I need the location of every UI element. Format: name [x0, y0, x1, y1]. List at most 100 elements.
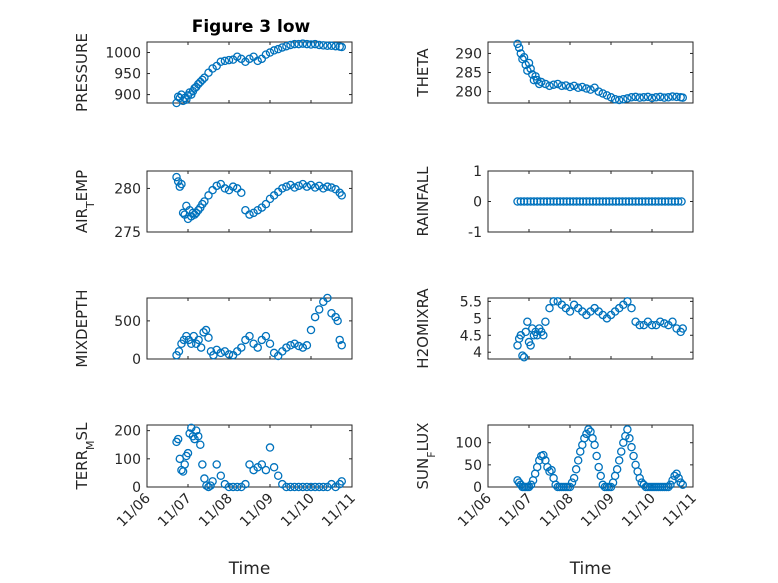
subplot-mixdepth: 0 500 MIXDEPTH — [73, 289, 353, 368]
data-point — [232, 482, 242, 492]
data-point — [635, 320, 644, 330]
data-point — [310, 482, 320, 492]
data-point — [216, 471, 226, 480]
axes-box — [146, 41, 353, 104]
data-point — [198, 199, 207, 209]
data-point — [666, 480, 675, 490]
data-point — [193, 205, 203, 215]
subplot-h2omixra: 44.555.5 H2OMIXRA — [414, 288, 694, 369]
data-point — [216, 57, 226, 67]
data-point — [672, 469, 681, 478]
data-point — [557, 81, 567, 91]
data-point — [627, 442, 636, 452]
data-point — [198, 75, 207, 85]
data-point — [625, 434, 634, 443]
data-point — [245, 331, 254, 341]
data-point — [212, 181, 221, 191]
data-point — [580, 434, 589, 443]
data-point — [294, 341, 303, 351]
data-point — [216, 348, 226, 358]
y-axis-label: RAINFALL — [414, 166, 432, 237]
data-point — [265, 48, 275, 57]
data-point — [310, 183, 320, 192]
data-point — [582, 429, 591, 439]
data-point — [545, 467, 554, 476]
data-point — [639, 93, 649, 102]
data-point — [539, 331, 548, 340]
y-tick-label: 0 — [473, 480, 482, 496]
data-point — [584, 425, 593, 434]
data-point — [519, 53, 529, 62]
data-point — [261, 465, 271, 475]
data-point — [206, 481, 215, 490]
data-point — [614, 95, 624, 105]
data-point — [598, 89, 608, 98]
data-point — [670, 471, 679, 481]
data-point — [224, 55, 234, 65]
data-point — [212, 460, 221, 469]
data-point — [220, 56, 230, 66]
data-point — [337, 42, 346, 52]
data-point — [651, 93, 661, 102]
data-point — [282, 343, 291, 352]
data-point — [337, 341, 346, 350]
data-point — [678, 93, 688, 102]
y-tick-label: 0 — [132, 352, 141, 368]
data-point — [521, 327, 530, 337]
data-point — [294, 181, 303, 191]
data-point — [237, 188, 246, 198]
data-point — [524, 58, 534, 68]
data-point — [204, 482, 213, 492]
data-point — [204, 191, 213, 200]
data-point — [241, 479, 250, 489]
data-point — [265, 339, 275, 348]
data-point — [302, 341, 312, 350]
data-point — [327, 183, 336, 192]
data-point — [245, 210, 254, 219]
data-point — [198, 460, 207, 469]
data-point — [549, 297, 558, 306]
data-point — [199, 328, 208, 337]
data-point — [172, 172, 181, 182]
data-point — [323, 41, 332, 51]
data-point — [282, 182, 291, 191]
data-point — [647, 320, 657, 330]
data-point — [245, 54, 254, 64]
data-point — [333, 316, 342, 326]
data-point — [565, 307, 575, 316]
data-point — [623, 425, 632, 434]
data-point — [306, 482, 316, 492]
data-point — [337, 477, 346, 486]
data-point — [573, 83, 583, 93]
data-point — [180, 460, 189, 469]
data-point — [232, 52, 242, 61]
data-point — [323, 182, 332, 191]
data-point — [290, 482, 299, 492]
data-point — [323, 293, 332, 303]
data-point — [191, 426, 201, 435]
data-point — [298, 343, 308, 352]
data-point — [586, 85, 595, 94]
data-point — [565, 82, 575, 92]
y-tick-label: 500 — [114, 314, 141, 330]
data-point — [537, 77, 546, 87]
data-point — [668, 317, 677, 326]
data-point — [335, 188, 344, 198]
y-tick-label: 280 — [114, 181, 141, 197]
data-point — [335, 335, 344, 345]
data-point — [278, 184, 287, 193]
data-point — [513, 39, 522, 49]
y-tick-label: 100 — [114, 452, 141, 468]
data-point — [314, 482, 324, 492]
data-point — [273, 44, 283, 54]
data-point — [306, 325, 316, 335]
data-point — [569, 81, 579, 91]
data-point — [177, 179, 186, 189]
y-tick-label: 1000 — [105, 46, 141, 62]
y-tick-label: 1 — [473, 164, 482, 180]
data-point — [664, 93, 673, 102]
data-point — [187, 339, 196, 348]
data-point — [314, 305, 324, 314]
y-tick-label: 4 — [473, 345, 482, 361]
